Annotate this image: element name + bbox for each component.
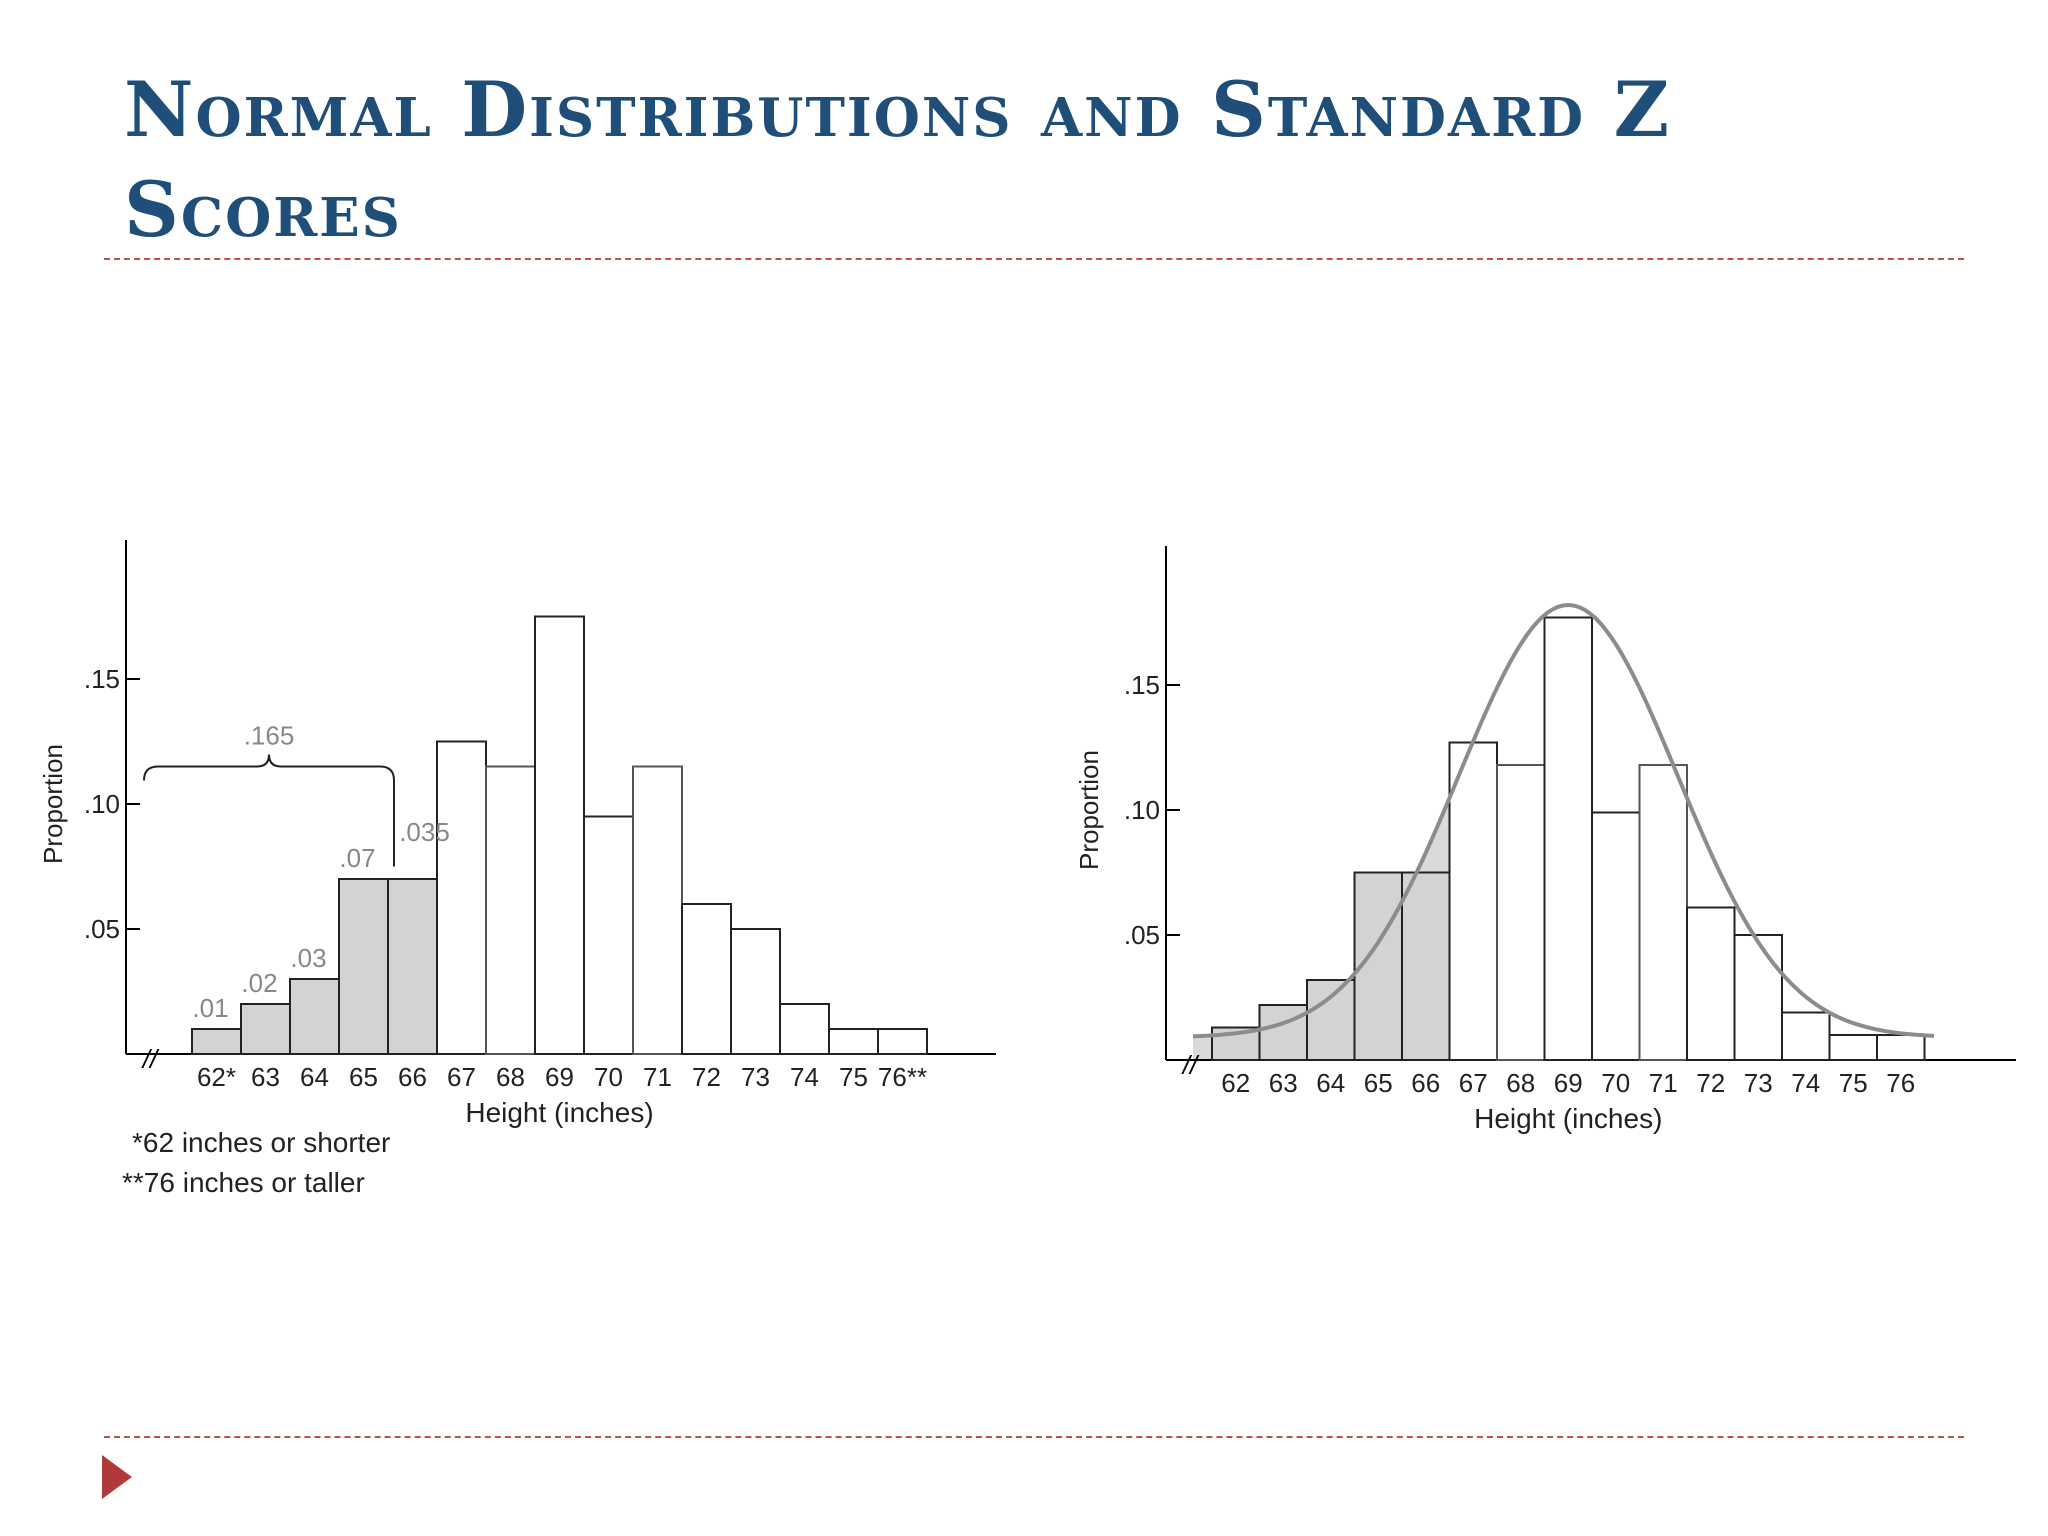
bar [1448, 741, 1498, 1061]
bar-value-label: .02 [241, 968, 277, 998]
y-axis-label: Proportion [40, 744, 68, 864]
x-tick-label: 65 [1364, 1068, 1393, 1098]
triangle-right-icon [102, 1455, 132, 1499]
y-tick-label: .10 [1124, 795, 1160, 825]
bar [1543, 616, 1593, 1061]
bar [681, 903, 732, 1055]
x-tick-label: 64 [300, 1062, 329, 1092]
bar [583, 815, 634, 1055]
y-tick-label: .10 [84, 789, 120, 819]
bar-value-label: .035 [399, 817, 450, 847]
x-tick-label: 71 [1649, 1068, 1678, 1098]
bar [191, 1028, 242, 1055]
x-tick-label: 62* [197, 1062, 236, 1092]
bar [240, 1003, 291, 1055]
x-tick-label: 68 [496, 1062, 525, 1092]
histogram-height-proportions: // .05 .10 .15 Proportion 62* 63 64 65 66 67 68 69 70… [40, 540, 996, 1198]
bar [436, 740, 487, 1055]
y-tick-label: .15 [1124, 670, 1160, 700]
bar [1401, 871, 1451, 1061]
x-tick-label: 67 [447, 1062, 476, 1092]
bar [1496, 764, 1546, 1061]
x-tick-label: 73 [1744, 1068, 1773, 1098]
x-tick-label: 63 [251, 1062, 280, 1092]
footnote: *62 inches or shorter [132, 1127, 390, 1158]
bar [1828, 1034, 1878, 1061]
x-axis-label: Height (inches) [1474, 1103, 1662, 1134]
y-tick-label: .15 [84, 664, 120, 694]
bar [828, 1028, 879, 1055]
bar [632, 765, 683, 1055]
bar-value-label: .01 [192, 993, 228, 1023]
bar-value-label: .03 [290, 943, 326, 973]
x-tick-label: 70 [1601, 1068, 1630, 1098]
x-tick-label: 71 [643, 1062, 672, 1092]
x-tick-label: 74 [1791, 1068, 1820, 1098]
x-tick-label: 72 [692, 1062, 721, 1092]
bar [534, 615, 585, 1055]
page-title: Normal Distributions and Standard Z Scor… [124, 65, 1672, 254]
x-tick-label: 74 [790, 1062, 819, 1092]
x-tick-label: 63 [1269, 1068, 1298, 1098]
y-tick-label: .05 [84, 914, 120, 944]
y-axis-label: Proportion [1074, 750, 1104, 870]
y-tick-label: .05 [1124, 920, 1160, 950]
x-tick-label: 76 [1886, 1068, 1915, 1098]
footnote: **76 inches or taller [122, 1167, 365, 1198]
bar [779, 1003, 830, 1055]
bar [1306, 979, 1356, 1061]
bar [730, 928, 781, 1055]
bar [289, 978, 340, 1055]
bar [387, 878, 438, 1055]
brace-label: .165 [244, 721, 295, 751]
axis-break: // [1181, 1050, 1200, 1080]
bar [1781, 1011, 1831, 1061]
bar [877, 1028, 928, 1055]
x-tick-label: 73 [741, 1062, 770, 1092]
x-tick-label: 75 [1839, 1068, 1868, 1098]
x-tick-label: 62 [1221, 1068, 1250, 1098]
top-divider [104, 258, 1964, 260]
x-tick-label: 64 [1316, 1068, 1345, 1098]
x-tick-label: 67 [1459, 1068, 1488, 1098]
bar [1733, 934, 1783, 1061]
axis-break: // [141, 1044, 160, 1074]
x-tick-label: 68 [1506, 1068, 1535, 1098]
x-tick-label: 70 [594, 1062, 623, 1092]
x-tick-label: 66 [398, 1062, 427, 1092]
bottom-divider [104, 1436, 1964, 1438]
x-tick-label: 69 [545, 1062, 574, 1092]
x-tick-label: 75 [839, 1062, 868, 1092]
bar [338, 878, 389, 1055]
bar [485, 765, 536, 1055]
bar [1876, 1034, 1926, 1061]
brace [143, 754, 395, 867]
bar [1591, 811, 1641, 1061]
normal-curve [1192, 602, 1935, 1039]
bar [1686, 906, 1736, 1061]
x-tick-label: 69 [1554, 1068, 1583, 1098]
x-tick-label: 66 [1411, 1068, 1440, 1098]
x-tick-label: 72 [1696, 1068, 1725, 1098]
x-axis-label: Height (inches) [465, 1097, 653, 1128]
x-tick-label: 65 [349, 1062, 378, 1092]
x-tick-label: 76** [878, 1062, 927, 1092]
bar [1258, 1004, 1308, 1061]
bar [1638, 764, 1688, 1061]
histogram-with-normal-curve: // .05 .10 .15 Proportion 62 63 64 65 66 67 68 69 70 7… [1074, 546, 2016, 1134]
bar-value-label: .07 [339, 843, 375, 873]
